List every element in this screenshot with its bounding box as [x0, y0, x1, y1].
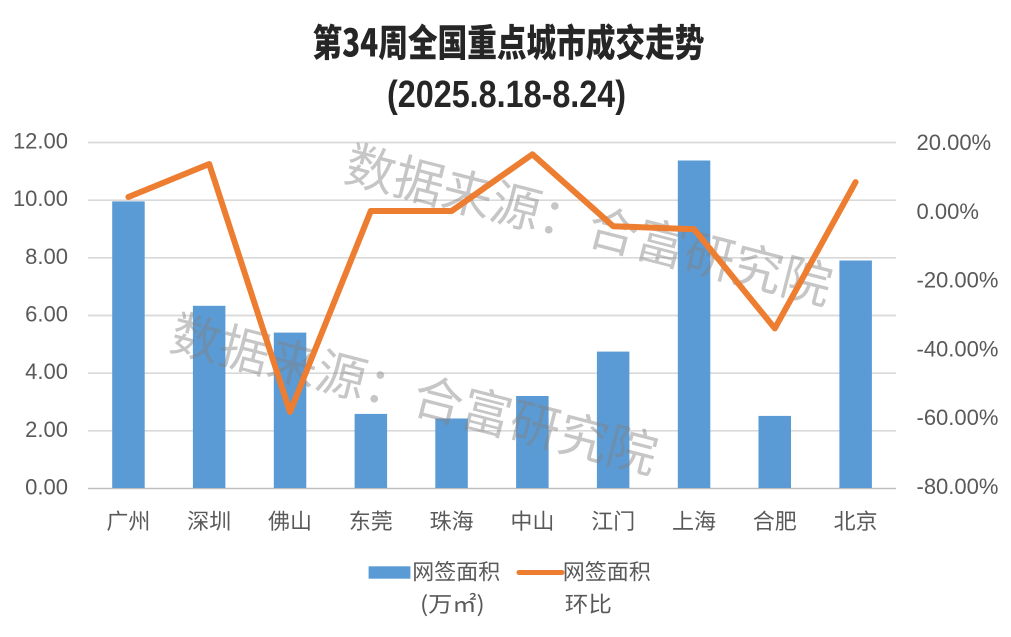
- svg-text:8.00: 8.00: [25, 244, 68, 269]
- svg-text:2.00: 2.00: [25, 417, 68, 442]
- svg-text:12.00: 12.00: [13, 129, 68, 154]
- svg-text:-40.00%: -40.00%: [917, 336, 999, 361]
- svg-text:-60.00%: -60.00%: [917, 405, 999, 430]
- svg-text:0.00: 0.00: [25, 475, 68, 500]
- svg-text:(2025.8.18-8.24): (2025.8.18-8.24): [387, 74, 626, 116]
- svg-text:-80.00%: -80.00%: [917, 474, 999, 499]
- svg-text:4.00: 4.00: [25, 359, 68, 384]
- svg-text:10.00: 10.00: [13, 186, 68, 211]
- svg-text:-20.00%: -20.00%: [917, 268, 999, 293]
- svg-text:6.00: 6.00: [25, 302, 68, 327]
- svg-text:0.00%: 0.00%: [917, 199, 979, 224]
- svg-text:20.00%: 20.00%: [917, 130, 992, 155]
